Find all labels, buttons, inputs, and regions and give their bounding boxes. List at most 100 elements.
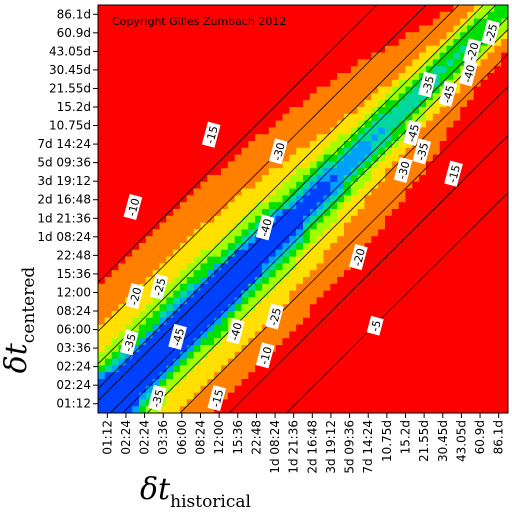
heat-cell — [207, 195, 215, 203]
heat-cell — [275, 249, 284, 258]
heat-cell — [453, 86, 461, 94]
heat-cell — [166, 195, 174, 203]
heat-cell — [132, 59, 140, 67]
heat-cell — [364, 358, 372, 366]
heat-cell — [378, 175, 386, 183]
heat-cell — [241, 113, 249, 122]
heat-cell — [364, 372, 372, 380]
heat-cell — [350, 168, 359, 176]
heat-cell — [316, 39, 325, 47]
heat-cell — [344, 338, 352, 346]
heat-cell — [337, 215, 345, 224]
heat-cell — [330, 127, 338, 135]
heat-cell — [309, 168, 318, 176]
heat-cell — [323, 358, 331, 366]
heat-cell — [439, 52, 448, 60]
heat-cell — [145, 229, 154, 237]
heat-cell — [207, 168, 215, 176]
heat-cell — [316, 134, 325, 142]
heat-cell — [145, 73, 154, 81]
heat-cell — [460, 290, 468, 298]
heat-cell — [139, 11, 147, 20]
heat-cell — [460, 147, 468, 156]
contour-label: -40 — [459, 60, 478, 87]
heat-cell — [501, 59, 508, 67]
heat-cell — [268, 351, 277, 360]
heat-cell — [186, 311, 195, 319]
heat-cell — [391, 147, 400, 156]
heat-cell — [473, 229, 482, 237]
contour-label-text: -25 — [483, 23, 500, 44]
heat-cell — [480, 249, 489, 258]
heat-cell — [275, 161, 284, 169]
heat-cell — [282, 79, 290, 88]
heat-cell — [323, 73, 331, 81]
heat-cell — [296, 59, 304, 67]
heat-cell — [248, 379, 256, 387]
heat-cell — [118, 154, 126, 162]
heat-cell — [282, 52, 290, 60]
heat-cell — [248, 331, 256, 339]
heat-cell — [364, 154, 372, 162]
heat-cell — [207, 379, 215, 387]
heat-cell — [118, 358, 126, 366]
heat-cell — [398, 25, 407, 33]
heat-cell — [214, 338, 222, 346]
heat-cell — [337, 249, 345, 258]
heat-cell — [104, 249, 113, 258]
heat-cell — [460, 175, 468, 183]
heat-cell — [460, 5, 468, 13]
heat-cell — [139, 52, 147, 60]
heat-cell — [200, 202, 208, 210]
heat-cell — [268, 338, 277, 346]
heat-cell — [473, 324, 482, 332]
heat-cell — [398, 399, 407, 407]
heat-cell — [480, 243, 489, 251]
heat-cell — [180, 304, 188, 312]
heat-cell — [132, 317, 140, 326]
heat-cell — [221, 141, 229, 149]
heat-cell — [180, 215, 188, 224]
heat-cell — [282, 243, 290, 251]
heat-cell — [357, 25, 366, 33]
heat-cell — [378, 283, 386, 292]
heat-cell — [473, 134, 482, 142]
heat-cell — [248, 52, 256, 60]
heat-cell — [104, 202, 113, 210]
heat-cell — [467, 277, 475, 285]
heat-cell — [207, 236, 215, 244]
heat-cell — [207, 113, 215, 122]
heat-cell — [268, 188, 277, 196]
heat-cell — [501, 392, 508, 400]
heat-cell — [480, 66, 489, 74]
heat-cell — [378, 147, 386, 156]
heat-cell — [398, 290, 407, 298]
heat-cell — [446, 147, 454, 156]
heat-cell — [234, 59, 243, 67]
heat-cell — [159, 141, 167, 149]
contour-label: -15 — [444, 160, 463, 187]
heat-cell — [446, 290, 454, 298]
heat-cell — [371, 243, 379, 251]
heat-cell — [350, 270, 359, 278]
heat-cell — [98, 311, 106, 319]
heat-cell — [316, 256, 325, 264]
heat-cell — [487, 392, 495, 400]
x-tick-label: 3d 19:12 — [324, 420, 338, 474]
contour-label-text: -15 — [209, 388, 226, 409]
heat-cell — [391, 270, 400, 278]
heat-cell — [193, 311, 202, 319]
heat-cell — [132, 11, 140, 20]
heat-cell — [453, 32, 461, 40]
heat-cell — [323, 147, 331, 156]
heat-cell — [118, 243, 126, 251]
heat-cell — [309, 11, 318, 20]
heat-cell — [173, 195, 181, 203]
heat-cell — [186, 32, 195, 40]
heat-cell — [357, 297, 366, 305]
heat-cell — [262, 181, 270, 190]
heat-cell — [350, 66, 359, 74]
heat-cell — [405, 215, 413, 224]
heat-cell — [139, 385, 147, 394]
heat-cell — [262, 243, 270, 251]
